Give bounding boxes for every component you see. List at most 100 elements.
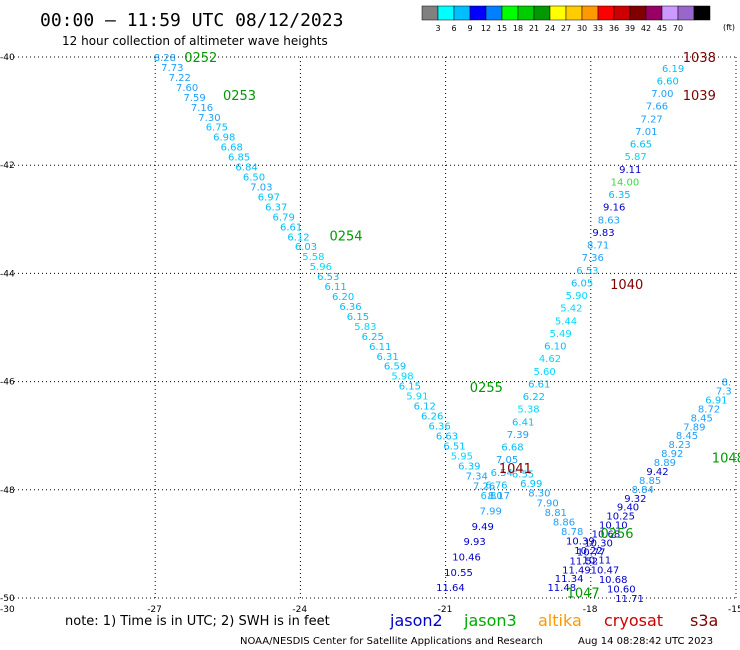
legend-swatch [565, 5, 583, 21]
map-subtitle: 12 hour collection of altimeter wave hei… [62, 34, 328, 48]
wave-height-value: 8.23 [668, 440, 690, 451]
wave-height-value: 10.68 [592, 530, 621, 541]
wave-height-value: 6.35 [608, 190, 630, 201]
legend-label: 30 [577, 24, 587, 33]
wave-height-value: 6.63 [436, 431, 458, 442]
wave-height-value: 10.47 [591, 565, 620, 576]
wave-height-value: 6.98 [213, 133, 235, 144]
wave-height-value: 7.39 [507, 430, 529, 441]
wave-height-value: 6.51 [443, 441, 465, 452]
wave-height-value: 6.79 [273, 212, 295, 223]
lon-tick-label: -30 [0, 605, 15, 615]
wave-height-value: 9.11 [619, 165, 641, 176]
legend-swatch [693, 5, 711, 21]
lat-tick-label: -40 [0, 53, 15, 63]
wave-height-value: 6.11 [325, 282, 347, 293]
wave-height-value: 6.91 [705, 395, 727, 406]
wave-height-value: 8.72 [698, 404, 720, 415]
legend-label: 15 [497, 24, 507, 33]
color-scale-legend: 3 6 9 12 15 18 21 24 27 30 33 36 39 42 45 70 [421, 5, 711, 33]
wave-height-value: 6.11 [369, 342, 391, 353]
legend-swatch [421, 5, 439, 21]
lat-lon-grid: -40 -42 -44 -46 -48 -50-30 -27 -24 -21 -18 -15 [0, 53, 740, 615]
pass-label: 1041 [499, 462, 532, 477]
wave-height-value: 8.85 [639, 476, 661, 487]
wave-height-value: 6.25 [362, 332, 384, 343]
wave-height-value: 9.83 [592, 228, 614, 239]
wave-height-value: 8.45 [676, 431, 698, 442]
legend-label: 39 [625, 24, 635, 33]
wave-height-value: 10.46 [452, 553, 481, 564]
wave-height-value: 6.53 [576, 266, 598, 277]
legend-swatch [645, 5, 663, 21]
legend-label: 3 [435, 24, 440, 33]
pass-label: 0255 [470, 381, 503, 396]
wave-height-value: 7.27 [641, 114, 663, 125]
wave-height-value: 6.15 [399, 382, 421, 393]
legend-swatch [501, 5, 519, 21]
wave-height-value: 8.30 [528, 489, 550, 500]
wave-height-value: 8.81 [545, 508, 567, 519]
wave-height-value: 10.30 [584, 538, 613, 549]
wave-height-value: 5.96 [310, 262, 332, 273]
wave-height-value: 5.87 [624, 152, 646, 163]
wave-height-value: 6.26 [421, 412, 443, 423]
wave-height-value: 6.60 [657, 76, 679, 87]
wave-height-value: 6.20 [332, 292, 354, 303]
lon-tick-label: -18 [583, 605, 598, 615]
wave-height-value: 10.55 [444, 568, 473, 579]
wave-height-value: 5.91 [406, 392, 428, 403]
wave-height-value: 7.01 [635, 127, 657, 138]
wave-height-value: 8.78 [561, 527, 583, 538]
legend-swatch [437, 5, 455, 21]
wave-height-value: 9.16 [603, 203, 625, 214]
wave-height-value: 8. [722, 378, 732, 389]
wave-height-value: 6.22 [523, 392, 545, 403]
wave-height-value: 6.36 [339, 302, 361, 313]
wave-height-value: 8.71 [587, 241, 609, 252]
wave-height-value: 6.54 [491, 468, 513, 479]
footer-note: note: 1) Time is in UTC; 2) SWH is in fe… [65, 611, 718, 630]
pass-label: 1038 [683, 51, 716, 66]
pass-label: 1048 [712, 451, 740, 466]
pass-label: 1040 [610, 278, 643, 293]
pass-label: 0254 [329, 230, 362, 245]
wave-height-value: 5.49 [550, 329, 572, 340]
wave-height-value: 6.61 [280, 222, 302, 233]
wave-height-value: 7.05 [496, 455, 518, 466]
wave-height-value: 6.19 [662, 64, 684, 75]
wave-height-value: 7.59 [183, 93, 205, 104]
pass-label: 1047 [567, 587, 600, 602]
legend-swatch [485, 5, 503, 21]
legend-swatch [533, 5, 551, 21]
wave-height-value: 5.44 [555, 316, 577, 327]
legend-swatch [469, 5, 487, 21]
wave-height-value: 6.80 [480, 491, 502, 502]
legend-label: 9 [467, 24, 472, 33]
legend-swatch [629, 5, 647, 21]
wave-height-value: 4.62 [539, 354, 561, 365]
wave-height-value: 8.28 [154, 53, 176, 64]
wave-height-value: 11.64 [436, 583, 465, 594]
wave-height-value: 7.89 [683, 422, 705, 433]
legend-swatch [677, 5, 695, 21]
wave-height-value: 8.89 [654, 458, 676, 469]
legend-swatch [517, 5, 535, 21]
wave-height-value: 7.73 [161, 63, 183, 74]
lat-tick-label: -50 [0, 594, 15, 604]
wave-height-value: 6.36 [428, 421, 450, 432]
wave-height-value: 6.61 [528, 379, 550, 390]
wave-height-value: 5.90 [566, 291, 588, 302]
wave-height-value: 6.15 [347, 312, 369, 323]
wave-height-value: 7.16 [191, 103, 213, 114]
legend-label: 45 [657, 24, 667, 33]
wave-height-value: 7.30 [198, 113, 220, 124]
lon-tick-label: -24 [292, 605, 307, 615]
legend-swatch [613, 5, 631, 21]
legend-label: 70 [673, 24, 683, 33]
wave-height-value: 8.86 [553, 517, 575, 528]
wave-height-value: 11.52 [570, 556, 599, 567]
satellite-name-s3a: s3a [690, 611, 718, 630]
wave-height-value: 7.00 [651, 89, 673, 100]
satellite-legend: jason2 jason3 altika cryosat s3a [389, 611, 718, 630]
